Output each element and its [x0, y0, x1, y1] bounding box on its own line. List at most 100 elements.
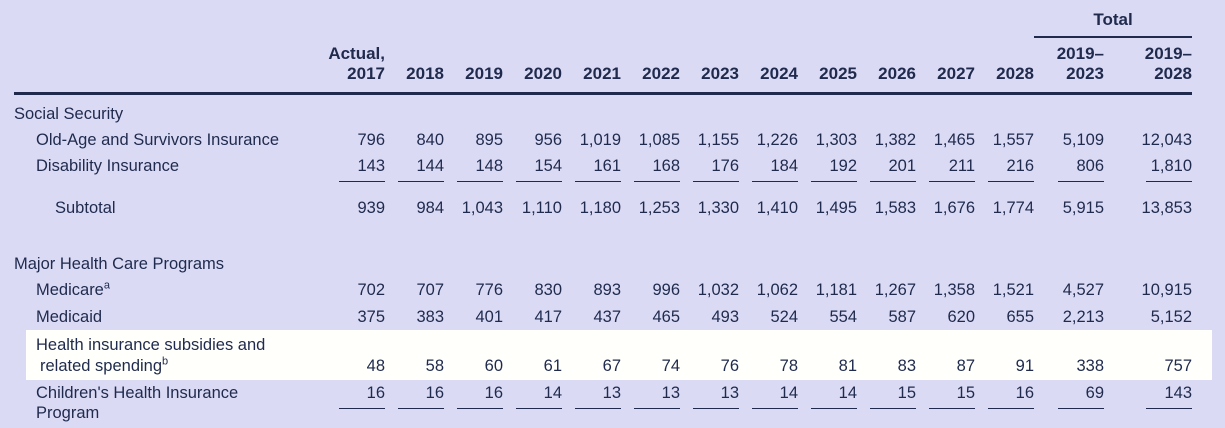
value-cell: 216 [975, 153, 1034, 189]
value-cell: 806 [1034, 153, 1104, 189]
value-cell: 1,676 [933, 198, 975, 217]
col-header-2021: 2021 [562, 36, 621, 96]
value-cell: 707 [416, 280, 444, 299]
value-cell: 1,032 [697, 280, 739, 299]
row-label: Children's Health Insurance Program [36, 383, 239, 422]
value-cell: 1,774 [992, 198, 1034, 217]
value-cell: 76 [680, 330, 739, 380]
value-cell: 14 [503, 380, 562, 423]
value-cell: 87 [916, 330, 975, 380]
value-cell: 1,043 [461, 198, 503, 217]
value-cell: 830 [534, 280, 562, 299]
value-cell: 83 [857, 330, 916, 380]
table-row-health-insurance-subsidies-highlighted: Health insurance subsidies and related s… [14, 330, 1193, 380]
value-cell: 16 [444, 380, 503, 423]
table-row-chip: Children's Health Insurance Program 16 1… [14, 380, 1193, 423]
value-cell: 702 [357, 280, 385, 299]
col-header-2023: 2023 [680, 36, 739, 96]
value-cell: 1,303 [815, 130, 857, 149]
actual-label: Actual, [328, 43, 385, 63]
col-header-2020: 2020 [503, 36, 562, 96]
value-cell: 1,495 [815, 198, 857, 217]
value-cell: 1,252 [444, 423, 503, 428]
value-cell: 1,253 [638, 198, 680, 217]
value-cell: 148 [444, 153, 503, 189]
value-cell: 184 [739, 153, 798, 189]
row-label: Medicaid [36, 307, 103, 326]
value-cell: 1,155 [697, 130, 739, 149]
value-cell: 16 [975, 380, 1034, 423]
value-cell: 893 [593, 280, 621, 299]
value-cell: 1,358 [933, 280, 975, 299]
value-cell: 417 [534, 307, 562, 326]
value-cell: 996 [652, 280, 680, 299]
row-label: Old-Age and Survivors Insurance [36, 130, 280, 149]
value-cell: 154 [503, 153, 562, 189]
value-cell: 1,465 [933, 130, 975, 149]
value-cell: 1,410 [756, 198, 798, 217]
value-cell: 81 [798, 330, 857, 380]
value-cell: 74 [621, 330, 680, 380]
value-cell: 437 [593, 307, 621, 326]
table-row-oasi: Old-Age and Survivors Insurance 796 840 … [14, 126, 1192, 153]
value-cell: 201 [857, 153, 916, 189]
value-cell: 383 [416, 307, 444, 326]
value-cell: 776 [475, 280, 503, 299]
value-cell: 78 [739, 330, 798, 380]
value-cell: 1,831 [798, 423, 857, 428]
value-cell: 840 [416, 130, 444, 149]
label-column-header [14, 36, 304, 96]
value-cell: 2,282 [975, 423, 1034, 428]
value-cell: 939 [357, 198, 385, 217]
table-row-medicare: Medicarea 702 707 776 830 893 996 1,032 … [14, 276, 1192, 303]
table-row-medicaid: Medicaid 375 383 401 417 437 465 493 524… [14, 303, 1192, 330]
value-cell: 5,152 [1150, 307, 1193, 326]
value-cell: 1,583 [874, 198, 916, 217]
value-cell: 16 [304, 380, 385, 423]
value-cell: 757 [1104, 330, 1193, 380]
value-cell: 67 [562, 330, 621, 380]
row-label: Disability Insurance [36, 157, 180, 176]
value-cell: 60 [444, 330, 503, 380]
row-label: Subtotala [14, 423, 304, 428]
value-cell: 69 [1034, 380, 1104, 423]
value-cell: 4,527 [1062, 280, 1104, 299]
value-cell: 554 [829, 307, 857, 326]
value-cell: 1,226 [756, 130, 798, 149]
col-header-2024: 2024 [739, 36, 798, 96]
value-cell: 2,213 [1062, 307, 1104, 326]
value-cell: 13 [621, 380, 680, 423]
col-header-2022: 2022 [621, 36, 680, 96]
section-spacer [14, 230, 1192, 245]
value-cell: 1,164 [385, 423, 444, 428]
value-cell: 587 [888, 307, 916, 326]
col-header-2028: 2028 [975, 36, 1034, 96]
value-cell: 1,267 [874, 280, 916, 299]
value-cell: 620 [947, 307, 975, 326]
col-header-2019: 2019 [444, 36, 503, 96]
value-cell: 895 [475, 130, 503, 149]
value-cell: 7,146 [1034, 423, 1104, 428]
value-cell: 14 [739, 380, 798, 423]
value-cell: 1,952 [857, 423, 916, 428]
value-cell: 375 [357, 307, 385, 326]
col-header-2027: 2027 [916, 36, 975, 96]
value-cell: 1,019 [579, 130, 621, 149]
value-cell: 1,085 [638, 130, 680, 149]
value-cell: 1,677 [739, 423, 798, 428]
header-spacer [14, 6, 1034, 37]
value-cell: 91 [975, 330, 1034, 380]
value-cell: 144 [385, 153, 444, 189]
row-label: Medicarea [36, 279, 110, 299]
value-cell: 168 [621, 153, 680, 189]
column-header-row: Actual, 2017 2018 2019 2020 2021 2022 20… [14, 36, 1193, 96]
value-cell: 1,409 [562, 423, 621, 428]
value-cell: 15 [916, 380, 975, 423]
value-cell: 796 [357, 130, 385, 149]
value-cell: 1,180 [579, 198, 621, 217]
col-header-2026: 2026 [857, 36, 916, 96]
value-cell: 493 [711, 307, 739, 326]
value-cell: 143 [304, 153, 385, 189]
section-title: Major Health Care Programs [14, 255, 224, 274]
